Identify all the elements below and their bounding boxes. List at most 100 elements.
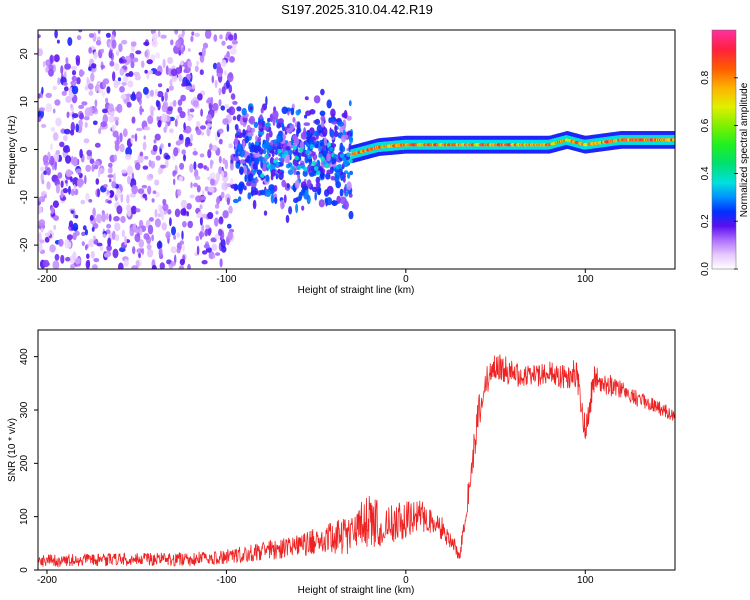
- spectrogram-cell: [134, 162, 141, 171]
- spectrogram-cell: [326, 142, 332, 148]
- spectrogram-cell: [60, 180, 64, 188]
- spectrogram-cell: [222, 210, 229, 219]
- spectrogram-cell: [199, 125, 207, 130]
- spectrogram-cell: [216, 72, 223, 78]
- spectrogram-cell: [74, 214, 79, 219]
- snr-ylabel: SNR (10 * v/v): [7, 418, 18, 482]
- colorbar-tick-label: 0.8: [700, 70, 711, 84]
- spectrogram-cell: [157, 90, 164, 98]
- spectrogram-cell: [171, 73, 178, 82]
- spectrogram-cell: [192, 182, 199, 188]
- spectrogram-cell: [98, 167, 104, 174]
- spectrogram-cell: [66, 147, 71, 153]
- spectrogram-cell: [158, 240, 162, 249]
- spectrogram-cell: [222, 118, 229, 125]
- spectrogram-cell: [292, 117, 296, 123]
- spectrogram-cell: [169, 217, 172, 227]
- spectrogram-cell: [133, 71, 140, 77]
- spectrogram-cell: [294, 179, 300, 189]
- spectrogram-cell: [153, 139, 157, 144]
- spectrogram-cell: [88, 47, 93, 54]
- spectrogram-cell: [88, 33, 94, 38]
- spectrogram-cell: [199, 153, 205, 158]
- snr-y-tick-label: 200: [19, 455, 30, 472]
- spectrogram-cell: [242, 140, 246, 150]
- spectrogram-cell: [294, 155, 299, 161]
- spectrogram-cell: [52, 132, 59, 141]
- spectrogram-cell: [231, 40, 238, 45]
- spectrogram-cell: [243, 165, 247, 170]
- spectrogram-cell: [143, 41, 150, 46]
- spectrogram-cell: [102, 233, 107, 238]
- spectrogram-cell: [38, 34, 41, 39]
- spectrogram-cell: [81, 241, 85, 247]
- spectrogram-cell: [315, 176, 320, 184]
- spectrogram-cell: [107, 237, 112, 247]
- spectrogram-cell: [295, 170, 301, 176]
- spectrogram-cell: [161, 103, 168, 113]
- spectrogram-cell: [311, 160, 317, 166]
- spectrogram-cell: [221, 181, 228, 191]
- spectrogram-cell: [78, 30, 83, 33]
- spectrogram-cell: [255, 188, 258, 195]
- spectrogram-cell: [672, 131, 675, 136]
- spectrogram-cell: [158, 247, 163, 258]
- spectrogram-cell: [295, 109, 301, 116]
- spectrogram-cell: [40, 227, 44, 233]
- spectrogram-cell: [70, 188, 75, 197]
- spectrogram-cell: [339, 196, 347, 205]
- spectrogram-cell: [233, 137, 239, 145]
- spectrogram-cell: [40, 123, 47, 128]
- spectrogram-cell: [172, 170, 176, 177]
- spectrogram-cell: [182, 221, 187, 228]
- spectrogram-cell: [672, 144, 675, 149]
- spectrogram-cell: [179, 111, 186, 119]
- spectrogram-cell: [100, 64, 106, 69]
- spectrogram-cell: [179, 74, 183, 81]
- colorbar-ticks: 0.0 0.2 0.4 0.6 0.8: [700, 70, 738, 276]
- colorbar-tick-label: 0.4: [700, 166, 711, 180]
- spectrogram-cell: [141, 247, 145, 255]
- spectrogram-cell: [221, 245, 227, 253]
- spectrogram-cell: [248, 142, 252, 148]
- spectrogram-cell: [349, 170, 353, 176]
- spectrogram-cell: [181, 30, 185, 37]
- spectrogram-cell: [194, 175, 201, 181]
- spectrogram-cell: [218, 228, 223, 236]
- snr-panel: -200 -100 0 100 0 100 200 300 400 Height of str…: [7, 329, 676, 596]
- spectrogram-cell: [174, 30, 179, 35]
- spectrogram-cell: [67, 37, 73, 46]
- spectrogram-cell: [176, 232, 180, 238]
- spectrogram-cell: [131, 134, 135, 139]
- spectrogram-cell: [218, 138, 223, 145]
- spectrogram-cell: [154, 218, 161, 228]
- spectrogram-cell: [168, 142, 171, 147]
- spectrogram-cell: [85, 192, 90, 201]
- spectrogram-cell: [193, 161, 197, 171]
- spectrogram-cell: [116, 188, 121, 199]
- spectrogram-cell: [349, 136, 353, 144]
- spectrogram-y-tick-label: 10: [19, 96, 30, 108]
- spectrogram-cell: [125, 153, 132, 160]
- spectrogram-cell: [101, 212, 106, 223]
- spectrogram-cell: [199, 216, 203, 226]
- spectrogram-cell: [71, 75, 78, 82]
- spectrogram-cell: [331, 200, 338, 207]
- spectrogram-cell: [216, 62, 221, 71]
- spectrogram-cell: [95, 40, 102, 46]
- spectrogram-cell: [196, 185, 201, 193]
- spectrogram-cell: [130, 93, 137, 101]
- colorbar-frame: [711, 29, 737, 270]
- spectrogram-cell: [64, 63, 71, 70]
- spectrogram-cell: [120, 193, 124, 203]
- spectrogram-cell: [146, 59, 153, 65]
- spectrogram-cell: [260, 107, 264, 114]
- spectrogram-cell: [226, 197, 230, 206]
- spectrogram-cell: [343, 109, 348, 119]
- spectrogram-cell: [150, 110, 154, 117]
- spectrogram-cell: [92, 235, 96, 241]
- spectrogram-cell: [187, 220, 193, 229]
- spectrogram-cell: [189, 163, 194, 173]
